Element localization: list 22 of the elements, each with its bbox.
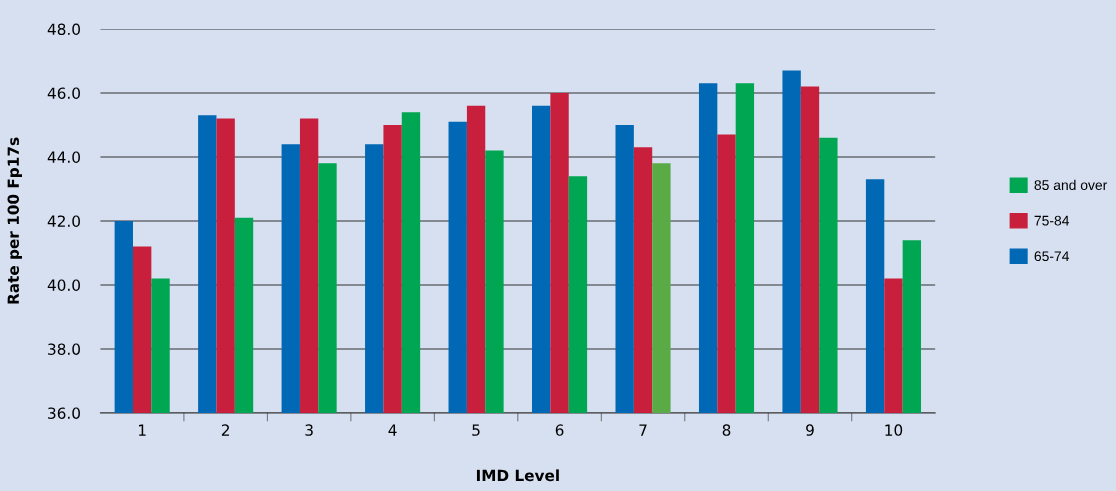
x-tick-label: 7 (639, 424, 647, 436)
y-tick-label: 42.0 (47, 215, 80, 227)
x-axis-title: IMD Level (476, 469, 559, 482)
y-tick-label: 38.0 (48, 343, 80, 355)
y-tick-label: 40.0 (47, 279, 80, 291)
legend-label: 75-84 (1034, 215, 1070, 226)
x-tick-label: 6 (555, 424, 564, 436)
x-tick-label: 3 (305, 424, 313, 436)
y-tick-label: 44.0 (47, 151, 80, 163)
y-tick-label: 46.0 (47, 87, 80, 99)
y-axis-title: Rate per 100 Fp17s (7, 137, 22, 304)
y-tick-label: 48.0 (47, 23, 80, 35)
legend-label: 65-74 (1034, 251, 1070, 262)
x-tick-label: 8 (722, 424, 731, 436)
x-tick-label: 5 (472, 424, 480, 436)
x-tick-label: 2 (221, 424, 229, 436)
x-tick-label: 10 (885, 424, 903, 436)
y-tick-label: 36.0 (48, 407, 80, 419)
x-tick-label: 1 (139, 424, 146, 436)
x-tick-label: 4 (388, 424, 397, 436)
legend-label: 85 and over (1034, 179, 1108, 191)
x-tick-label: 9 (806, 424, 814, 436)
